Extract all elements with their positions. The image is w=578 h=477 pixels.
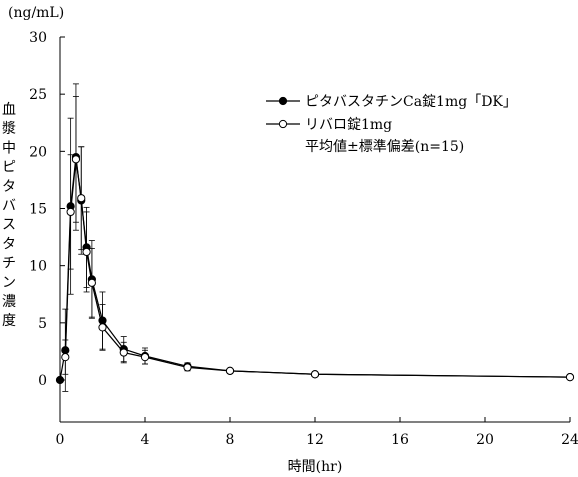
data-point [183, 363, 192, 372]
x-axis: 0 4 8 12 16 20 24 [56, 417, 578, 448]
y-axis-title-char: ン [2, 275, 16, 291]
legend: ピタバスタチンCa錠1mg「DK」リバロ錠1mg 平均値±標準偏差(n=15) [266, 94, 517, 155]
y-tick-label: 20 [29, 144, 47, 160]
data-point [87, 278, 96, 287]
x-tick-label: 0 [56, 432, 65, 448]
x-tick-label: 20 [476, 432, 494, 448]
data-point [565, 373, 575, 382]
data-point [140, 353, 150, 362]
y-axis-title-char: バ [2, 198, 16, 214]
y-axis-title-char: ス [2, 217, 16, 233]
y-axis-title-char: 度 [2, 313, 16, 329]
y-axis-title-char: ピ [2, 160, 16, 176]
legend-marker [278, 96, 288, 106]
data-point [71, 155, 81, 164]
data-point [119, 348, 128, 357]
legend-label: ピタバスタチンCa錠1mg「DK」 [305, 94, 517, 110]
y-axis-title-char: チ [2, 256, 16, 272]
legend-marker [278, 119, 288, 129]
data-point [61, 353, 70, 362]
y-tick-label: 5 [38, 316, 47, 332]
y-axis-title-char: 濃 [2, 294, 16, 310]
series-2 [61, 96, 575, 382]
series-line [59, 156, 571, 381]
y-axis-title-char: 漿 [2, 121, 16, 137]
y-axis-title-char: タ [2, 236, 16, 252]
y-tick-label: 25 [29, 87, 47, 103]
x-tick-label: 12 [306, 432, 324, 448]
x-axis-title: 時間(hr) [288, 459, 343, 475]
y-tick-label: 0 [38, 373, 47, 389]
data-point [55, 375, 65, 385]
y-axis-title-char: 中 [2, 140, 16, 156]
legend-label: リバロ錠1mg [305, 117, 392, 133]
x-tick-label: 16 [391, 432, 409, 448]
data-point [82, 247, 91, 257]
y-tick-label: 30 [29, 30, 47, 46]
legend-note: 平均値±標準偏差(n=15) [305, 139, 464, 155]
data-point [66, 207, 75, 217]
data-point [310, 370, 320, 379]
y-axis: 0 5 10 15 20 25 30 [29, 30, 65, 389]
x-tick-label: 24 [561, 432, 578, 448]
y-axis-title-char: 血 [2, 102, 16, 118]
x-tick-label: 8 [226, 432, 235, 448]
series-line [64, 159, 571, 378]
data-point [98, 323, 107, 332]
x-tick-label: 4 [141, 432, 150, 448]
y-tick-label: 10 [29, 259, 47, 275]
series-group [55, 83, 575, 392]
y-tick-label: 15 [29, 202, 47, 218]
y-unit-label: (ng/mL) [8, 5, 64, 21]
data-point [225, 366, 235, 375]
data-point [77, 194, 86, 203]
y-axis-title-char: タ [2, 179, 16, 195]
